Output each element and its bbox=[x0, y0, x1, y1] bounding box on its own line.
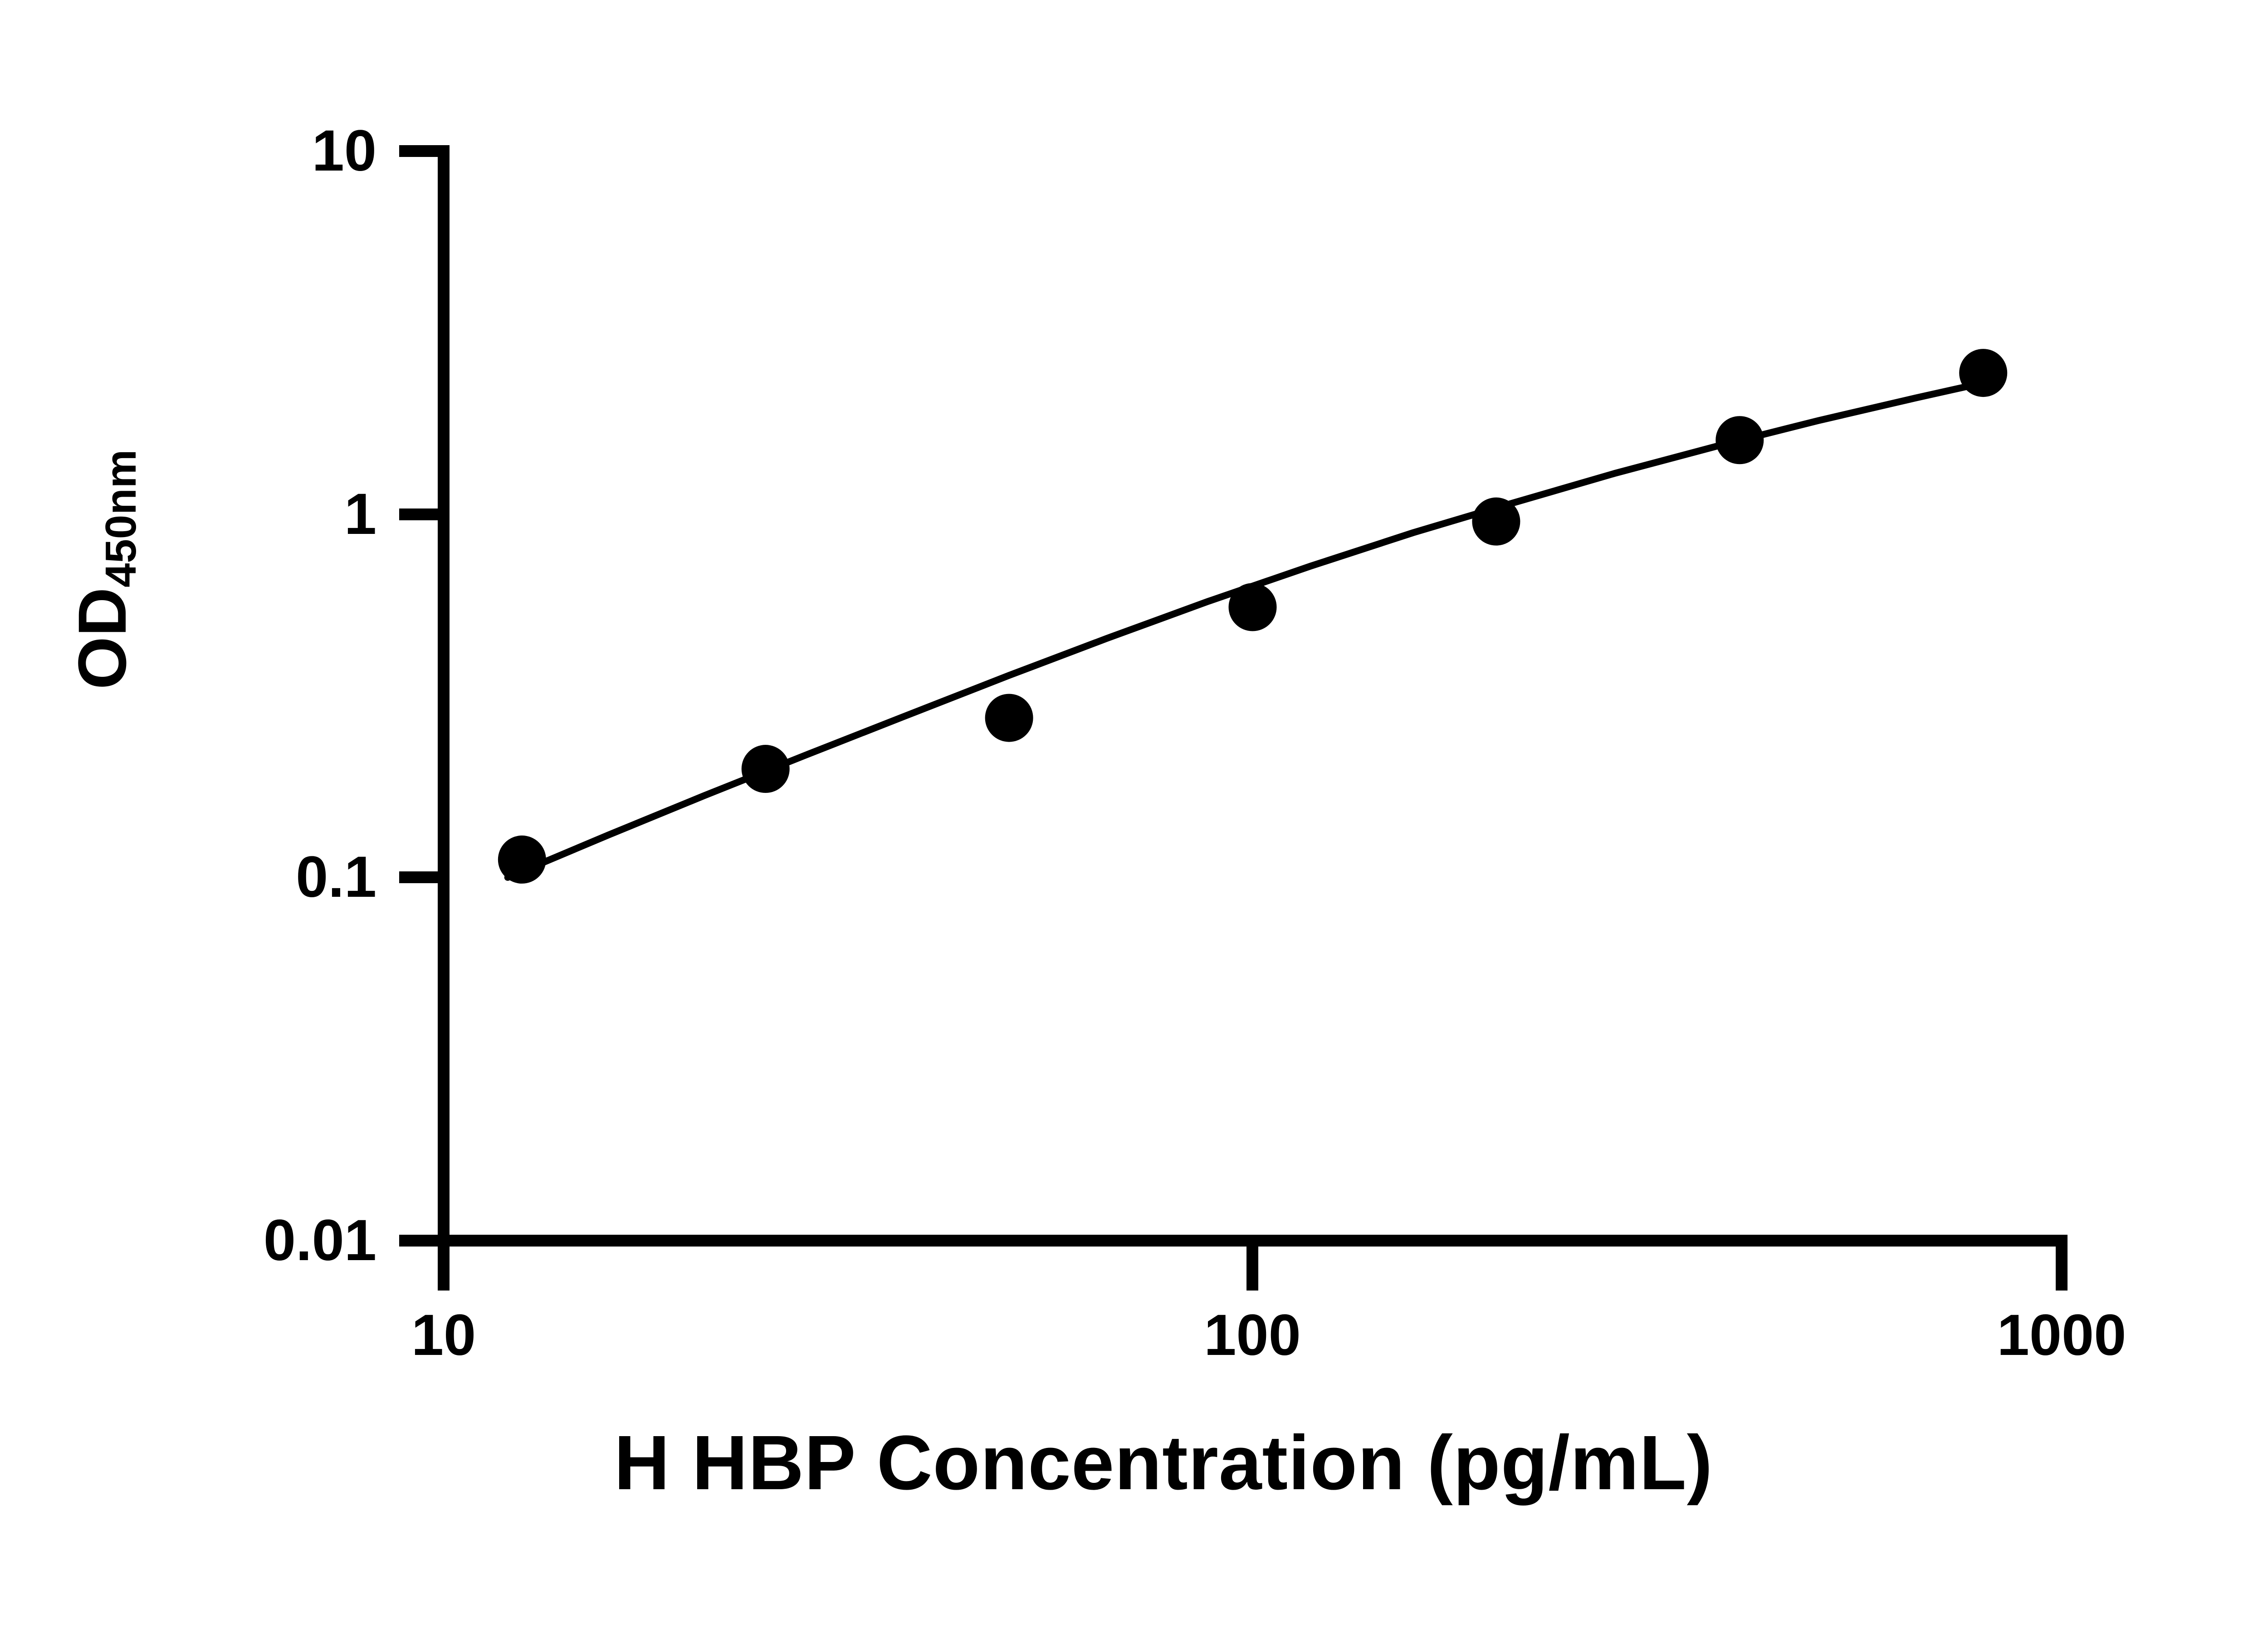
x-tick-label-10: 10 bbox=[411, 1303, 476, 1368]
data-point bbox=[1716, 416, 1764, 464]
y-tick-label-0-1: 0.1 bbox=[296, 845, 376, 909]
y-axis-title-main: OD bbox=[64, 587, 140, 689]
x-tick-label-1000: 1000 bbox=[1997, 1303, 2126, 1368]
data-point bbox=[741, 745, 790, 793]
data-point bbox=[1959, 349, 2008, 397]
x-tick-label-100: 100 bbox=[1204, 1303, 1301, 1368]
data-point bbox=[1472, 497, 1520, 546]
y-axis-title: OD450nm bbox=[64, 450, 145, 689]
y-axis-ticks bbox=[399, 145, 444, 1247]
y-axis-title-subscript: 450nm bbox=[97, 449, 145, 587]
data-point bbox=[1228, 583, 1277, 631]
x-axis-ticks bbox=[438, 1241, 2068, 1291]
data-point-group bbox=[498, 349, 2008, 884]
x-axis-title: H HBP Concentration (pg/mL) bbox=[614, 1420, 1713, 1506]
y-tick-label-10: 10 bbox=[312, 118, 376, 183]
data-point bbox=[498, 835, 546, 884]
data-point bbox=[985, 694, 1033, 742]
y-tick-label-0-01: 0.01 bbox=[263, 1208, 376, 1273]
y-tick-label-1: 1 bbox=[344, 482, 376, 547]
